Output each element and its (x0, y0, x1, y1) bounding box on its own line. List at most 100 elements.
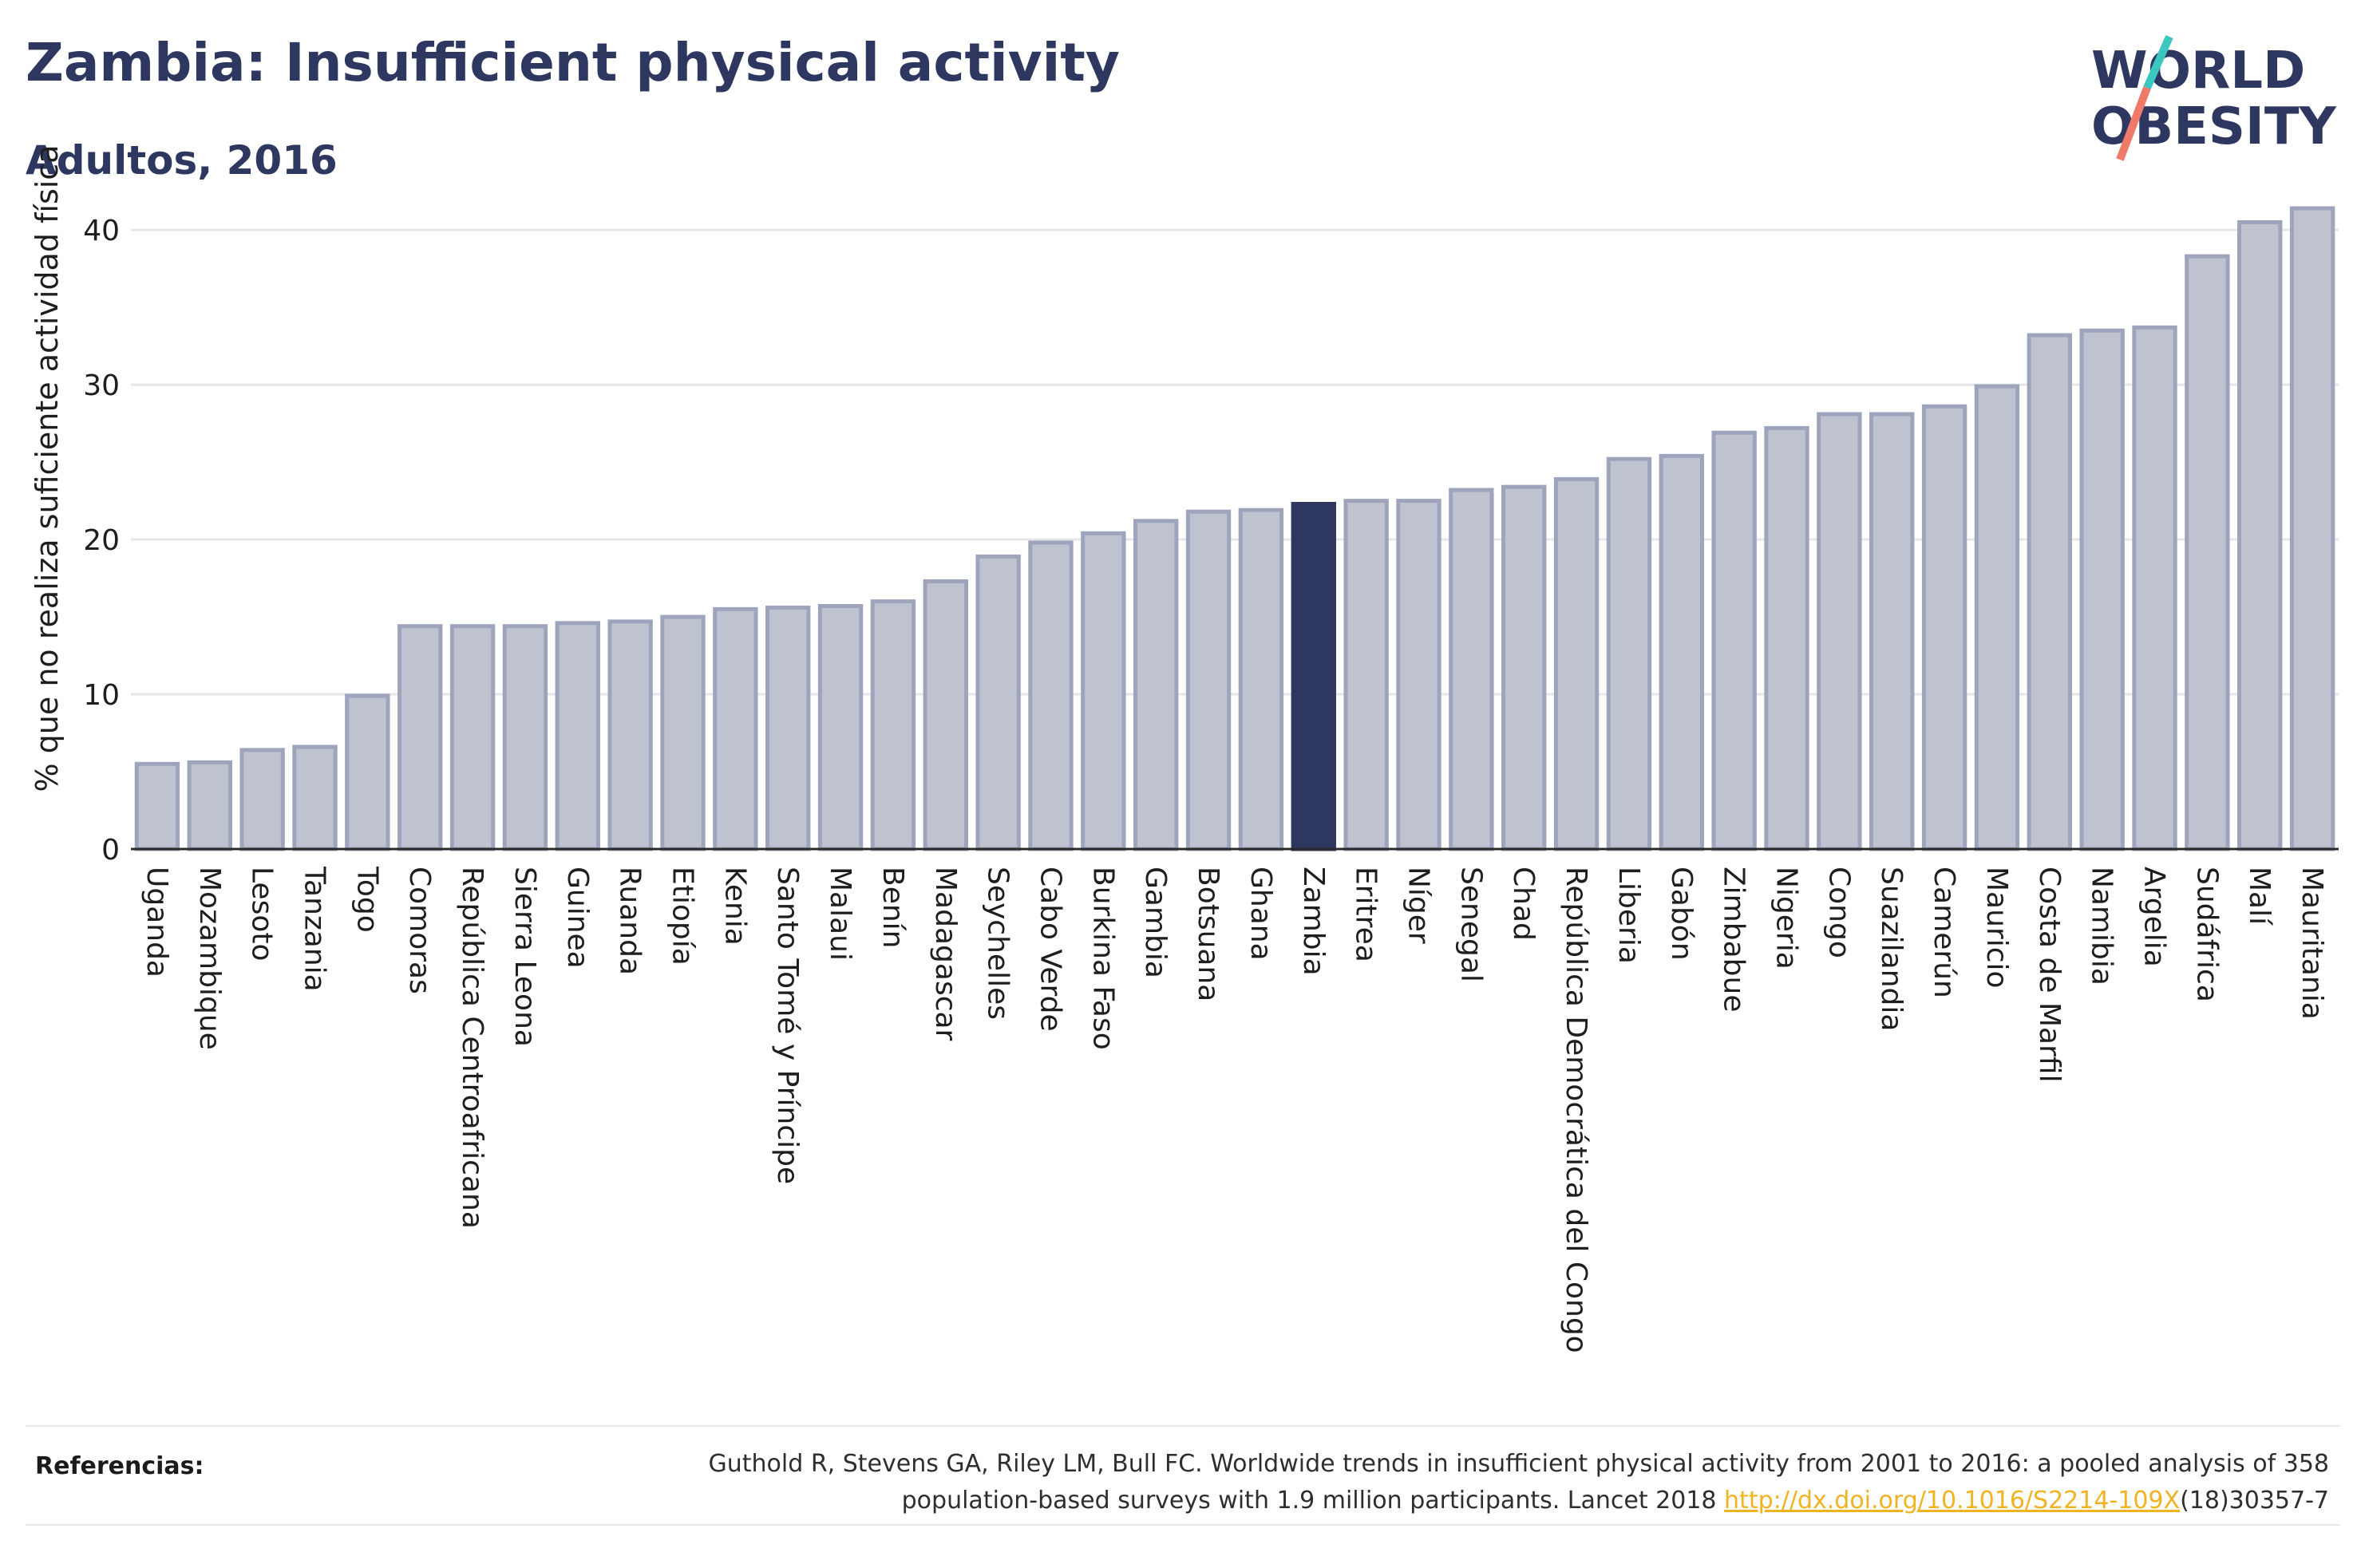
x-tick-label-guinea: Guinea (561, 867, 594, 969)
bar-mauritania (2289, 206, 2335, 851)
x-tick-label-mauricio: Mauricio (1980, 867, 2013, 989)
x-tick-label-chad: Chad (1507, 867, 1540, 941)
bar-togo (345, 693, 390, 851)
references-top-divider (26, 1425, 2340, 1427)
bar-santo-tomé-y-príncipe (765, 605, 811, 851)
x-tick-label-costa-de-marfil: Costa de Marfil (2033, 867, 2066, 1083)
x-tick-label-argelia: Argelia (2138, 867, 2171, 967)
x-tick-label-etiopía: Etiopía (666, 867, 699, 966)
bar-república-centroafricana (449, 624, 496, 851)
bar-comoras (397, 624, 443, 851)
bar-chad (1501, 484, 1547, 851)
x-tick-label-república-centroafricana: República Centroafricana (456, 867, 488, 1229)
bar-camerún (1921, 404, 1968, 851)
bar-lesoto (239, 748, 285, 851)
x-tick-label-nigeria: Nigeria (1770, 867, 1803, 970)
bar-kenia (713, 606, 758, 851)
x-tick-label-zimbabue: Zimbabue (1718, 867, 1750, 1012)
bar-república-democrática-del-congo (1553, 476, 1600, 851)
bar-sudáfrica (2185, 254, 2230, 851)
x-tick-label-lesoto: Lesoto (246, 867, 279, 962)
bar-uganda (134, 761, 180, 851)
bar-botsuana (1185, 509, 1232, 851)
x-tick-label-cabo-verde: Cabo Verde (1034, 867, 1067, 1032)
bar-cabo-verde (1028, 540, 1074, 851)
chart-subtitle: Adultos, 2016 (26, 137, 338, 184)
x-tick-label-ghana: Ghana (1244, 867, 1277, 961)
x-tick-label-malaui: Malaui (824, 867, 856, 961)
bar-eritrea (1343, 499, 1389, 851)
bar-suazilandia (1869, 412, 1915, 851)
y-tick-label-0: 0 (101, 834, 120, 867)
x-tick-label-eritrea: Eritrea (1350, 867, 1382, 962)
bar-zambia (1291, 501, 1336, 851)
x-tick-label-liberia: Liberia (1612, 867, 1645, 964)
bar-seychelles (975, 554, 1021, 851)
bar-mauricio (1974, 384, 2020, 851)
y-tick-label-10: 10 (83, 679, 120, 712)
x-tick-label-congo: Congo (1822, 867, 1855, 958)
bar-benín (870, 599, 916, 851)
x-tick-label-comoras: Comoras (403, 867, 436, 994)
x-tick-label-mozambique: Mozambique (193, 867, 226, 1050)
x-tick-label-uganda: Uganda (140, 867, 173, 978)
x-tick-label-ruanda: Ruanda (614, 867, 647, 975)
x-tick-label-burkina-faso: Burkina Faso (1086, 867, 1119, 1050)
y-tick-label-40: 40 (83, 215, 120, 247)
bar-liberia (1606, 456, 1652, 851)
x-tick-label-república-democrática-del-congo: República Democrática del Congo (1560, 867, 1592, 1353)
bar-costa-de-marfil (2027, 333, 2072, 851)
x-tick-label-mauritania: Mauritania (2296, 867, 2328, 1020)
y-tick-label-20: 20 (83, 524, 120, 557)
logo-slash-teal (2143, 34, 2173, 90)
x-tick-label-zambia: Zambia (1297, 867, 1330, 976)
x-tick-label-suazilandia: Suazilandia (1875, 867, 1908, 1031)
references-doi-link[interactable]: http://dx.doi.org/10.1016/S2214-109X (1724, 1487, 2181, 1515)
x-tick-label-tanzania: Tanzania (299, 866, 331, 992)
x-tick-label-madagascar: Madagascar (929, 867, 962, 1041)
x-tick-label-seychelles: Seychelles (982, 867, 1014, 1020)
bar-congo (1817, 412, 1862, 851)
x-tick-label-gambia: Gambia (1139, 867, 1172, 978)
chart-title: Zambia: Insufficient physical activity (26, 32, 1120, 93)
x-tick-label-sudáfrica: Sudáfrica (2190, 867, 2223, 1002)
references-line-1: Guthold R, Stevens GA, Riley LM, Bull FC… (708, 1450, 2329, 1478)
references-bottom-divider (26, 1524, 2340, 1526)
logo-word-world: WORLD (2091, 41, 2305, 101)
x-tick-label-sierra-leona: Sierra Leona (508, 867, 541, 1047)
x-tick-label-santo-tomé-y-príncipe: Santo Tomé y Príncipe (771, 867, 804, 1184)
bar-níger (1396, 499, 1442, 851)
bar-gabón (1659, 453, 1704, 851)
bar-senegal (1449, 488, 1494, 851)
bar-nigeria (1764, 425, 1809, 851)
bar-ghana (1238, 508, 1284, 851)
x-tick-label-botsuana: Botsuana (1192, 867, 1224, 1001)
bar-sierra-leona (502, 624, 548, 851)
y-tick-label-30: 30 (83, 369, 120, 402)
references-line-2-prefix: population-based surveys with 1.9 millio… (901, 1487, 1725, 1515)
y-axis-label: % que no realiza suficiente actividad fí… (30, 145, 65, 792)
bar-argelia (2132, 325, 2177, 851)
x-tick-label-benín: Benín (876, 867, 909, 948)
x-tick-label-namibia: Namibia (2086, 867, 2118, 985)
bar-burkina-faso (1081, 531, 1126, 851)
x-tick-label-níger: Níger (1402, 867, 1435, 944)
bar-ruanda (607, 619, 653, 851)
world-obesity-logo: WORLD OBESITY (2091, 34, 2336, 161)
bar-tanzania (292, 745, 338, 851)
bar-madagascar (923, 579, 968, 851)
references-text: Guthold R, Stevens GA, Riley LM, Bull FC… (493, 1446, 2329, 1519)
references-line-2-suffix: (18)30357-7 (2180, 1487, 2329, 1515)
bar-malí (2237, 219, 2283, 851)
bar-zimbabue (1711, 430, 1757, 851)
x-tick-label-senegal: Senegal (1454, 867, 1487, 982)
bar-malaui (817, 603, 864, 851)
bar-chart: 0 10 20 30 40 % que no realiza suficiente act… (30, 145, 2339, 1353)
logo-slash-coral (2116, 86, 2151, 161)
bar-mozambique (187, 760, 232, 851)
x-tick-label-malí: Malí (2243, 867, 2276, 926)
bar-etiopía (660, 614, 706, 851)
references-label: Referencias: (35, 1452, 204, 1480)
bar-gambia (1133, 519, 1179, 851)
bar-namibia (2079, 328, 2125, 851)
